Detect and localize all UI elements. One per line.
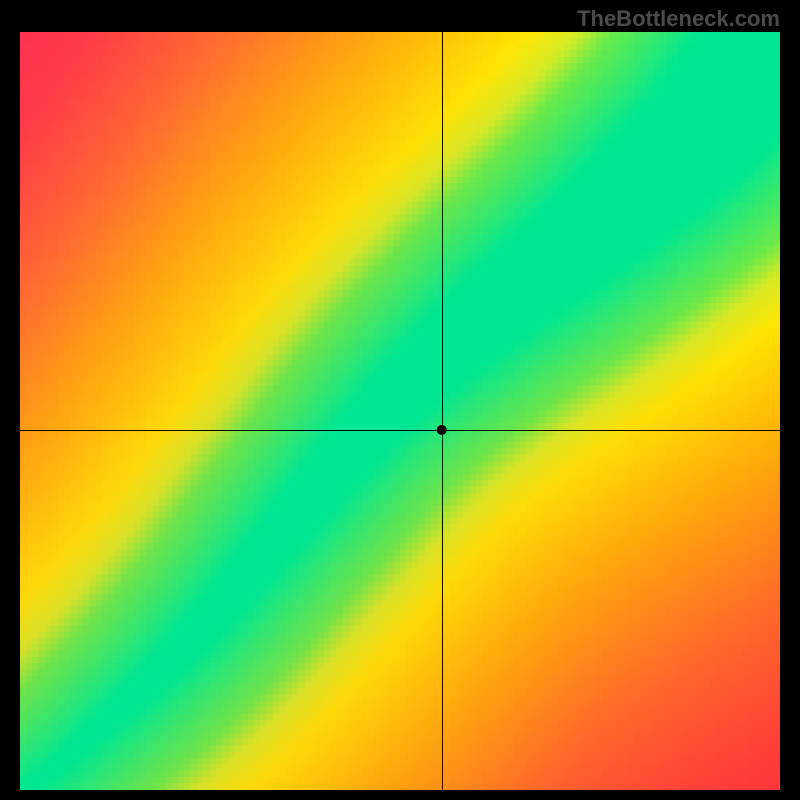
heatmap-canvas [20, 32, 780, 790]
chart-container: TheBottleneck.com [0, 0, 800, 800]
heatmap-plot-area [20, 32, 780, 790]
attribution-label: TheBottleneck.com [577, 6, 780, 32]
